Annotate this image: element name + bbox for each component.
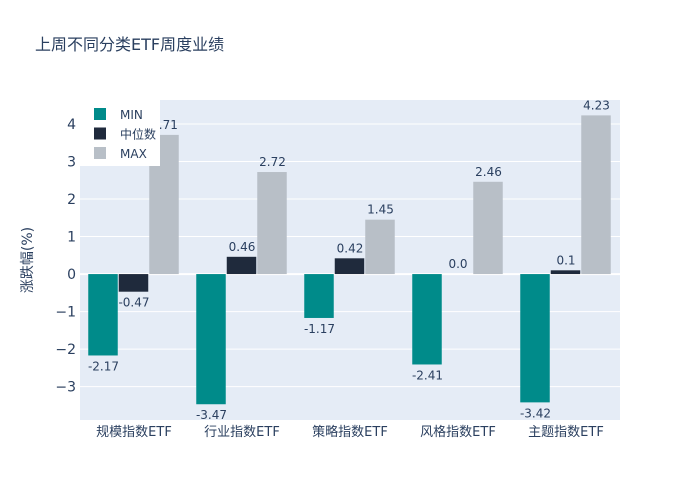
- y-tick-label: 4: [67, 117, 76, 133]
- legend-label[interactable]: MAX: [120, 147, 147, 161]
- y-tick-label: 1: [67, 230, 76, 246]
- bar-MAX: [473, 181, 503, 275]
- chart-title: 上周不同分类ETF周度业绩: [35, 35, 224, 54]
- bar-中位数: [226, 256, 257, 275]
- y-tick-label: −2: [55, 342, 76, 358]
- bar-中位数: [334, 258, 365, 275]
- legend: MIN 中位数 MAX: [80, 100, 160, 166]
- y-tick-label: −3: [55, 380, 76, 396]
- data-label: 2.72: [259, 155, 286, 169]
- bar-中位数: [550, 270, 581, 275]
- y-axis-title: 涨跌幅(%): [20, 227, 36, 293]
- data-label: -3.42: [520, 406, 551, 420]
- bar-MIN: [304, 274, 334, 318]
- data-label: -2.17: [88, 359, 119, 373]
- legend-label[interactable]: 中位数: [120, 127, 156, 142]
- y-tick-label: 2: [67, 192, 76, 208]
- data-label: -3.47: [196, 408, 227, 422]
- bar-MIN: [196, 274, 226, 405]
- bar-MAX: [365, 219, 395, 275]
- y-tick-label: −1: [55, 305, 76, 321]
- x-tick-label: 策略指数ETF: [312, 424, 388, 440]
- x-tick-label: 行业指数ETF: [204, 425, 280, 440]
- y-tick-label: 3: [67, 155, 76, 171]
- data-label: -2.41: [412, 368, 443, 382]
- data-label: -0.47: [118, 296, 149, 310]
- data-label: -1.17: [304, 322, 335, 336]
- legend-swatch[interactable]: [94, 127, 106, 140]
- data-label: 1.45: [367, 203, 394, 217]
- bar-中位数: [118, 274, 149, 292]
- data-label: 2.46: [475, 165, 502, 179]
- data-label: 0.46: [229, 240, 256, 254]
- data-label: 0.0: [448, 257, 467, 271]
- bar-MIN: [88, 274, 118, 356]
- legend-label[interactable]: MIN: [120, 108, 143, 122]
- x-tick-label: 风格指数ETF: [420, 424, 496, 440]
- y-tick-label: 0: [67, 267, 76, 283]
- bar-MAX: [581, 115, 611, 275]
- legend-background: [80, 100, 160, 166]
- legend-swatch[interactable]: [94, 147, 106, 159]
- x-tick-label: 规模指数ETF: [96, 425, 172, 440]
- data-label: 0.1: [556, 253, 575, 267]
- x-tick-label: 主题指数ETF: [528, 425, 604, 440]
- bar-MAX: [257, 172, 287, 275]
- bar-MIN: [520, 274, 550, 403]
- data-label: 0.42: [337, 241, 364, 255]
- legend-swatch[interactable]: [94, 108, 106, 120]
- data-label: 4.23: [583, 98, 610, 112]
- bar-MIN: [412, 274, 442, 365]
